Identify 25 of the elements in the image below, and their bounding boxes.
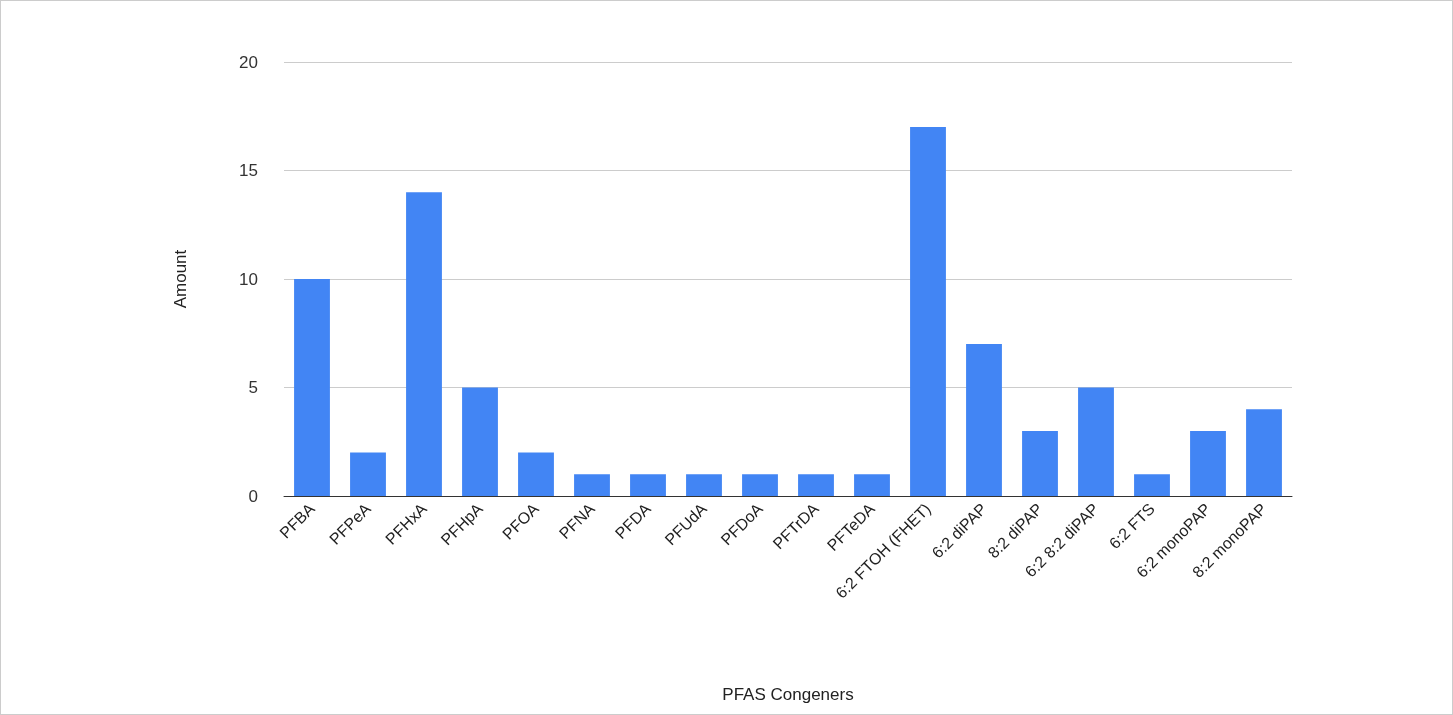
bar: [406, 192, 442, 496]
y-tick-label: 5: [248, 378, 258, 397]
bar: [966, 344, 1002, 496]
y-tick-label: 0: [248, 486, 258, 506]
y-axis-title: Amount: [171, 249, 190, 309]
bar: [854, 474, 890, 496]
bar: [910, 127, 946, 496]
bar: [294, 279, 330, 496]
bar: [742, 474, 778, 496]
bar: [798, 474, 834, 496]
bar: [1246, 409, 1282, 496]
bar: [462, 387, 498, 496]
bar: [630, 474, 666, 496]
bar: [1134, 474, 1170, 496]
y-tick-label: 20: [239, 52, 258, 72]
y-tick-label: 10: [239, 269, 258, 289]
y-tick-label: 15: [239, 161, 258, 180]
bar: [574, 474, 610, 496]
x-axis-title: PFAS Congeners: [722, 685, 854, 704]
bar: [1078, 387, 1114, 496]
bar: [350, 452, 386, 496]
bar: [1190, 430, 1226, 496]
bar: [1022, 430, 1058, 496]
bar: [686, 474, 722, 496]
bar: [518, 452, 554, 496]
